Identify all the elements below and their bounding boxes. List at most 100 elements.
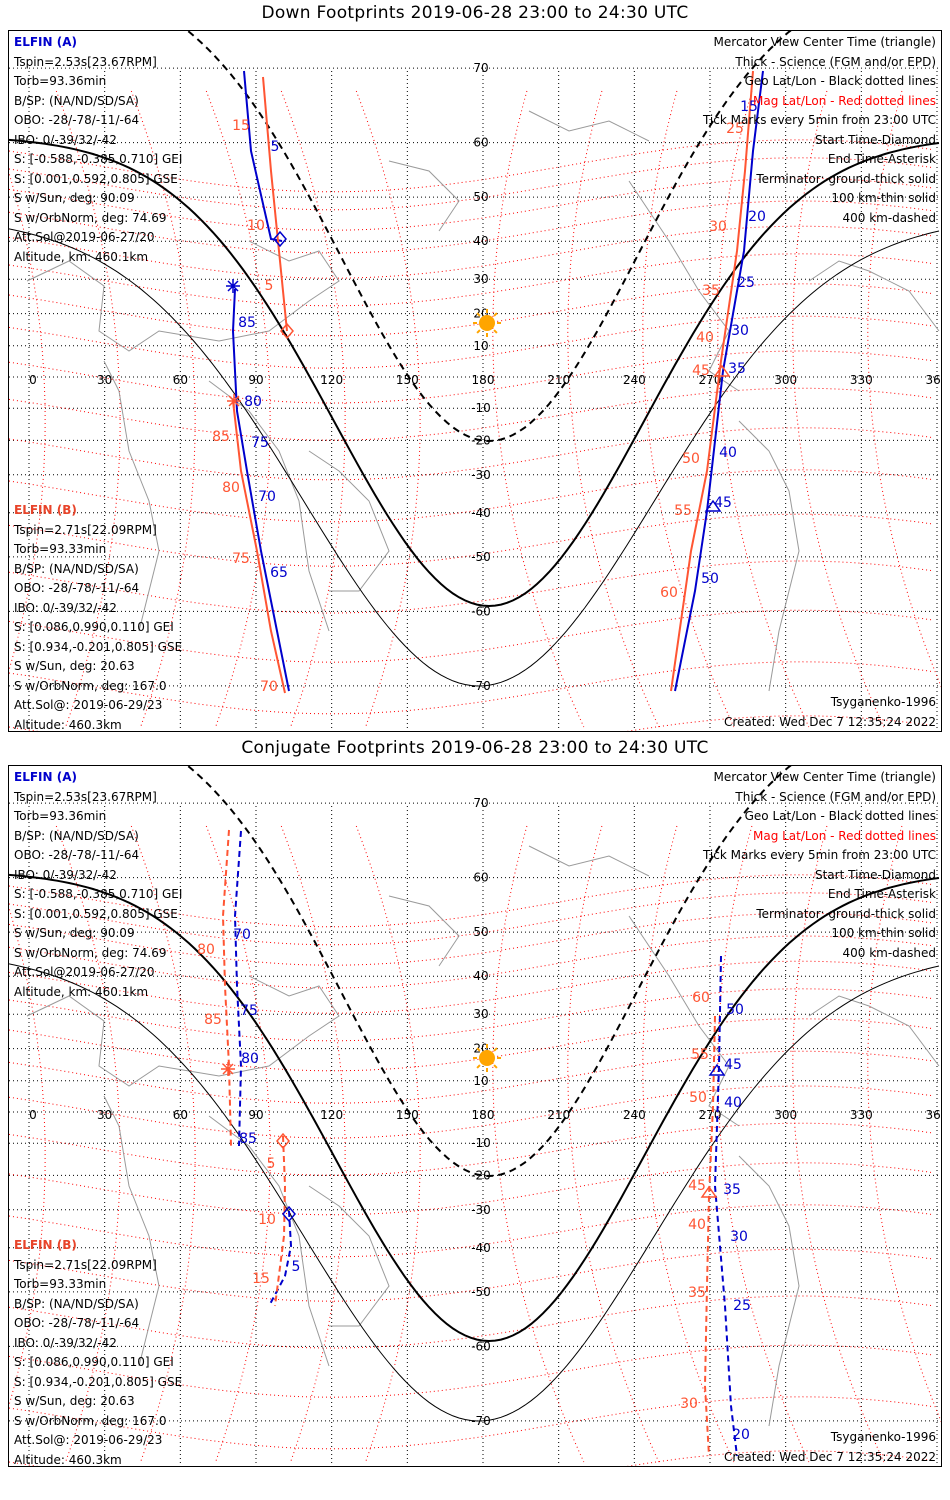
elfin-b-time-label: 85: [212, 429, 230, 445]
latitude-tick-label: -50: [471, 1285, 491, 1299]
latitude-tick-label: -30: [471, 468, 491, 482]
coastline: [26, 240, 340, 352]
elfin-b-time-label: 35: [688, 1285, 706, 1301]
elfin-a-line: B/SP: (NA/ND/SD/SA): [14, 93, 139, 108]
longitude-tick-label: 60: [173, 373, 188, 387]
elfin-a-start-diamond: [273, 230, 287, 248]
mag-parallel: [9, 315, 934, 369]
elfin-a-line: IBO: 0/-39/32/-42: [14, 867, 117, 882]
elfin-b-line: IBO: 0/-39/32/-42: [14, 600, 117, 615]
mag-meridian: [717, 90, 810, 728]
elfin-b-line: Torb=93.33min: [14, 1277, 107, 1291]
longitude-tick-label: 120: [320, 373, 343, 387]
elfin-a-line: Tspin=2.53s[23.67RPM]: [14, 54, 157, 69]
elfin-b-line: B/SP: (NA/ND/SD/SA): [14, 1296, 139, 1311]
longitude-tick-label: 90: [248, 1108, 263, 1122]
longitude-tick-label: 120: [320, 1108, 343, 1122]
coastline: [528, 110, 650, 142]
latitude-tick-label: -60: [471, 604, 491, 618]
latitude-tick-label: 50: [473, 190, 488, 204]
mag-parallel: [9, 225, 934, 279]
elfin-a-time-label: 50: [701, 571, 719, 587]
mag-meridian: [280, 90, 346, 728]
elfin-b-track: [274, 1135, 287, 1307]
mag-parallel: [9, 874, 934, 928]
mag-parallel: [9, 1050, 934, 1104]
longitude-tick-label: 240: [623, 1108, 646, 1122]
elfin-b-time-label: 55: [674, 503, 692, 519]
elfin-a-time-label: 35: [723, 1182, 741, 1198]
legend-line: End Time-Asterisk: [827, 152, 936, 166]
coastline: [738, 420, 800, 692]
mag-parallel: [9, 988, 934, 1042]
legend-line: Mercator View Center Time (triangle): [713, 35, 936, 49]
latitude-tick-label: 70: [473, 796, 488, 810]
elfin-a-time-label: 70: [233, 927, 251, 943]
elfin-a-line: S: [-0.588,-0.385,0.710] GEI: [14, 887, 183, 901]
terminator-ground: [9, 138, 940, 608]
mag-meridian: [492, 825, 585, 1463]
elfin-b-time-label: 15: [252, 1271, 270, 1287]
elfin-b-track: [262, 76, 288, 332]
elfin-b-time-label: 30: [709, 219, 727, 235]
elfin-a-time-label: 85: [239, 1131, 257, 1147]
mag-parallel: [9, 912, 934, 966]
elfin-b-start-diamond: [276, 1132, 290, 1150]
elfin-b-time-label: 35: [702, 283, 720, 299]
elfin-a-line: IBO: 0/-39/32/-42: [14, 132, 117, 147]
latitude-tick-label: 30: [473, 1007, 488, 1021]
elfin-a-line: S: [-0.588,-0.385,0.710] GEI: [14, 152, 183, 166]
latitude-tick-label: 60: [473, 871, 488, 885]
mag-meridian: [280, 825, 346, 1463]
terminator-100km: [9, 963, 940, 1422]
mag-parallel: [9, 1248, 934, 1302]
longitude-tick-label: 330: [850, 373, 873, 387]
mag-parallel: [9, 350, 934, 404]
elfin-a-line: Tspin=2.53s[23.67RPM]: [14, 789, 157, 804]
mag-meridian: [717, 825, 810, 1463]
coastline: [103, 1095, 160, 1367]
conjugate-footprints-map: 0306090120150180210240270300330360706050…: [9, 766, 942, 1466]
longitude-tick-label: 360: [926, 1108, 942, 1122]
mag-parallel: [9, 253, 934, 307]
elfin-b-time-label: 45: [688, 1178, 706, 1194]
elfin-a-line: S w/Sun, deg: 90.09: [14, 191, 135, 205]
mag-meridian: [642, 90, 735, 728]
elfin-a-line: Altitude, km: 460.1km: [14, 249, 149, 264]
model-label: Tsyganenko-1996: [830, 1430, 936, 1444]
mag-parallel: [9, 715, 934, 731]
elfin-a-line: B/SP: (NA/ND/SD/SA): [14, 828, 139, 843]
longitude-tick-label: 30: [97, 1108, 112, 1122]
elfin-b-line: S w/OrbNorm, deg: 167.0: [14, 678, 167, 693]
elfin-b-line: OBO: -28/-78/-11/-64: [14, 1316, 140, 1330]
sun-ray: [476, 329, 481, 334]
terminator-ground: [9, 873, 940, 1343]
legend-line: Geo Lat/Lon - Black dotted lines: [744, 809, 936, 823]
elfin-a-track: [713, 955, 738, 1457]
elfin-a-track: [674, 70, 764, 692]
elfin-b-line: S: [0.086,0.990,0.110] GEI: [14, 1355, 174, 1369]
legend-line: 400 km-dashed: [842, 945, 936, 960]
legend-line: Terminator: ground-thick solid: [756, 906, 936, 921]
legend-line: Mag Lat/Lon - Red dotted lines: [752, 828, 936, 843]
elfin-a-track: [231, 288, 290, 692]
latitude-tick-label: 10: [473, 339, 488, 353]
elfin-a-line: S: [0.001,0.592,0.805] GSE: [14, 906, 178, 921]
mag-parallel: [9, 1396, 934, 1450]
latitude-tick-label: -10: [471, 1136, 491, 1150]
elfin-b-time-label: 75: [232, 551, 250, 567]
elfin-a-time-label: 5: [292, 1259, 301, 1275]
longitude-tick-label: 180: [472, 373, 495, 387]
elfin-a-info: ELFIN (A) Tspin=2.53s[23.67RPM] Torb=93.…: [14, 768, 182, 1002]
latitude-tick-label: -50: [471, 550, 491, 564]
mag-parallel: [9, 1295, 934, 1349]
latitude-tick-label: -10: [471, 401, 491, 415]
elfin-a-line: OBO: -28/-78/-11/-64: [14, 848, 140, 862]
elfin-b-time-label: 60: [660, 585, 678, 601]
coastline: [628, 180, 740, 392]
sun-ray: [476, 312, 481, 317]
legend-line: Mercator View Center Time (triangle): [713, 770, 936, 784]
mag-parallel: [9, 139, 934, 193]
elfin-a-end-asterisk: [226, 279, 240, 293]
map-legend: Mercator View Center Time (triangle) Thi…: [703, 33, 936, 228]
